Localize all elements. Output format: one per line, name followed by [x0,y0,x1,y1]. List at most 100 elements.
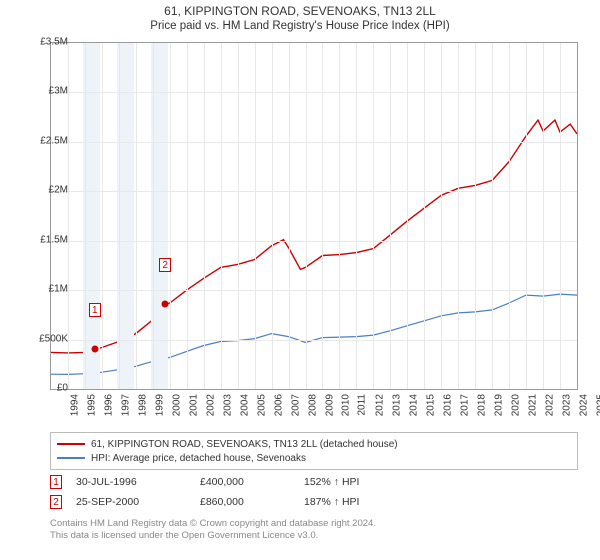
gridline-v [306,43,307,389]
sale-row: 1 30-JUL-1996 £400,000 152% ↑ HPI [50,472,578,492]
sale-marker-icon: 2 [50,495,62,509]
y-axis-label: £2M [22,185,68,196]
x-axis-label: 2025 [595,394,600,416]
sale-marker-box: 2 [159,258,171,272]
x-axis-label: 1998 [137,394,148,416]
gridline-v [119,43,120,389]
y-axis-label: £1.5M [22,234,68,245]
gridline-v [543,43,544,389]
sale-row: 2 25-SEP-2000 £860,000 187% ↑ HPI [50,492,578,512]
gridline-v [221,43,222,389]
gridline-v [322,43,323,389]
gridline-v [255,43,256,389]
sale-price: £400,000 [200,476,290,488]
x-axis-label: 2003 [222,394,233,416]
x-axis-label: 2022 [544,394,555,416]
y-axis-label: £2.5M [22,135,68,146]
sale-pct: 152% ↑ HPI [304,476,404,488]
x-axis-label: 2012 [375,394,386,416]
x-axis-label: 2000 [171,394,182,416]
gridline-v [187,43,188,389]
x-axis-label: 2005 [256,394,267,416]
x-axis-label: 2017 [460,394,471,416]
gridline-h [51,92,577,93]
gridline-v [373,43,374,389]
gridline-h [51,290,577,291]
gridline-v [68,43,69,389]
sale-date: 30-JUL-1996 [76,476,186,488]
sale-marker-icon: 1 [50,475,62,489]
x-axis-label: 2001 [188,394,199,416]
chart-title: 61, KIPPINGTON ROAD, SEVENOAKS, TN13 2LL [0,4,600,18]
gridline-v [170,43,171,389]
y-axis-label: £1M [22,284,68,295]
gridline-v [339,43,340,389]
gridline-v [458,43,459,389]
gridline-v [136,43,137,389]
gridline-v [238,43,239,389]
x-axis-label: 2008 [307,394,318,416]
sale-marker-dot [91,346,98,353]
gridline-v [407,43,408,389]
gridline-v [204,43,205,389]
gridline-v [441,43,442,389]
y-axis-label: £500K [22,333,68,344]
sale-pct: 187% ↑ HPI [304,496,404,508]
sale-date: 25-SEP-2000 [76,496,186,508]
y-axis-label: £3M [22,86,68,97]
x-axis-label: 2019 [493,394,504,416]
chart-container: 61, KIPPINGTON ROAD, SEVENOAKS, TN13 2LL… [0,0,600,560]
x-axis-label: 2010 [341,394,352,416]
x-axis-label: 2002 [205,394,216,416]
x-axis-label: 2015 [426,394,437,416]
footer-line: Contains HM Land Registry data © Crown c… [50,518,578,530]
y-axis-label: £3.5M [22,37,68,48]
legend-swatch [57,443,85,445]
x-axis-label: 1995 [86,394,97,416]
gridline-v [475,43,476,389]
legend-item: HPI: Average price, detached house, Seve… [57,451,571,465]
x-axis-label: 2009 [324,394,335,416]
sale-marker-dot [162,300,169,307]
x-axis-label: 1997 [120,394,131,416]
gridline-v [289,43,290,389]
x-axis-label: 2013 [392,394,403,416]
x-axis-label: 2020 [510,394,521,416]
x-axis-label: 2024 [578,394,589,416]
gridline-v [424,43,425,389]
gridline-v [153,43,154,389]
x-axis-label: 1996 [103,394,114,416]
gridline-h [51,340,577,341]
x-axis-label: 2007 [290,394,301,416]
x-axis-label: 1999 [154,394,165,416]
x-axis-label: 2021 [527,394,538,416]
legend-item: 61, KIPPINGTON ROAD, SEVENOAKS, TN13 2LL… [57,437,571,451]
sale-marker-box: 1 [89,303,101,317]
gridline-h [51,191,577,192]
legend-label: 61, KIPPINGTON ROAD, SEVENOAKS, TN13 2LL… [91,439,398,450]
x-axis-label: 2014 [409,394,420,416]
gridline-v [509,43,510,389]
x-axis-label: 1994 [69,394,80,416]
x-axis-label: 2016 [443,394,454,416]
gridline-h [51,142,577,143]
legend-swatch [57,457,85,459]
y-axis-label: £0 [22,383,68,394]
x-axis-label: 2006 [273,394,284,416]
title-block: 61, KIPPINGTON ROAD, SEVENOAKS, TN13 2LL… [0,0,600,32]
legend-box: 61, KIPPINGTON ROAD, SEVENOAKS, TN13 2LL… [50,432,578,470]
legend-label: HPI: Average price, detached house, Seve… [91,453,306,464]
gridline-v [560,43,561,389]
x-axis-label: 2011 [357,394,368,416]
gridline-v [492,43,493,389]
chart-plot-area: 12 [50,42,578,390]
sale-price: £860,000 [200,496,290,508]
gridline-v [526,43,527,389]
chart-subtitle: Price paid vs. HM Land Registry's House … [0,20,600,32]
gridline-h [51,241,577,242]
footer-attribution: Contains HM Land Registry data © Crown c… [50,518,578,543]
gridline-v [390,43,391,389]
gridline-v [102,43,103,389]
x-axis-label: 2018 [476,394,487,416]
x-axis-label: 2004 [239,394,250,416]
